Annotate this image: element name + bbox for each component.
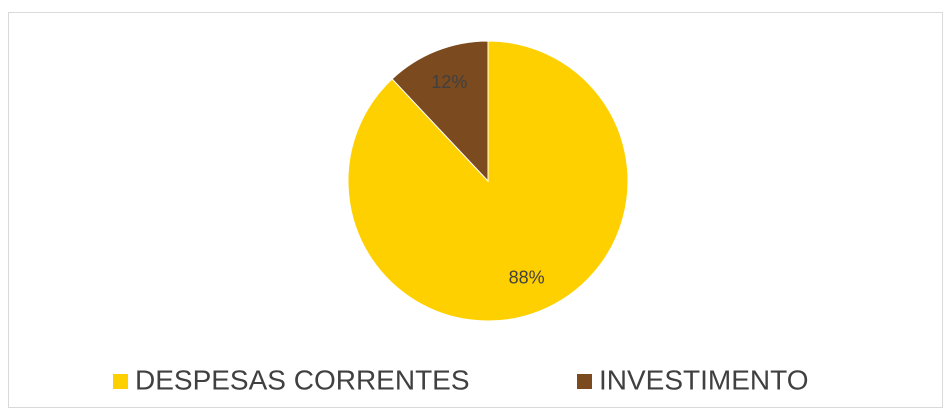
legend-label: DESPESAS CORRENTES	[135, 364, 470, 395]
data-label: 12%	[431, 72, 467, 92]
legend-swatch	[577, 374, 592, 389]
legend-label: INVESTIMENTO	[599, 364, 809, 395]
legend-swatch	[113, 374, 128, 389]
data-label: 88%	[509, 267, 545, 287]
pie-slice	[391, 40, 489, 183]
